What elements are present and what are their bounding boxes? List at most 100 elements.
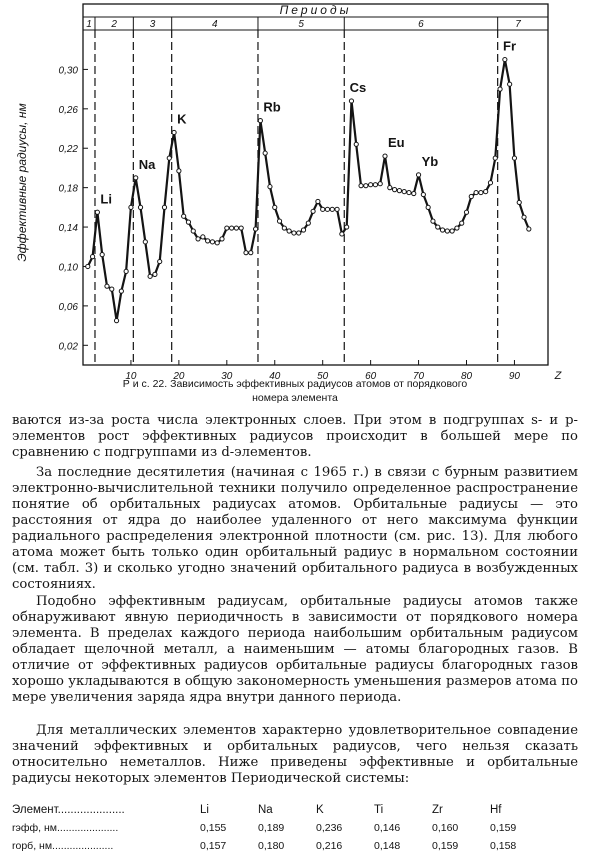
data-point bbox=[507, 81, 513, 87]
table-row-label: rэфф, нм..................... bbox=[12, 822, 119, 834]
data-point bbox=[420, 191, 426, 198]
plot-frame bbox=[82, 3, 549, 366]
x-tick-label: 30 bbox=[221, 371, 233, 380]
element-label: Li bbox=[100, 191, 112, 206]
data-point bbox=[157, 258, 163, 265]
data-point bbox=[142, 239, 148, 245]
data-point bbox=[286, 228, 292, 234]
series-line-layer bbox=[86, 58, 530, 322]
x-tick-label: 80 bbox=[461, 371, 473, 380]
data-point bbox=[391, 187, 398, 193]
data-point bbox=[248, 250, 254, 256]
y-tick-label: 0,10 bbox=[59, 262, 79, 273]
data-point bbox=[137, 204, 144, 210]
data-point bbox=[324, 206, 331, 212]
data-point bbox=[483, 188, 489, 195]
table-cell: 0,157 bbox=[200, 840, 227, 852]
data-point bbox=[89, 254, 96, 260]
data-point bbox=[200, 234, 206, 240]
data-point bbox=[118, 288, 124, 294]
data-point bbox=[257, 118, 263, 124]
paragraph-3: Подобно эффективным радиусам, орбитальны… bbox=[12, 594, 578, 705]
data-point bbox=[185, 219, 192, 225]
data-point bbox=[300, 227, 307, 233]
chart-frame bbox=[82, 3, 549, 366]
data-point bbox=[401, 188, 407, 195]
caption-line-1: Р и с. 22. Зависимость эффективных радиу… bbox=[122, 378, 468, 390]
data-point bbox=[166, 155, 172, 161]
data-point bbox=[113, 318, 120, 324]
series-line bbox=[86, 58, 530, 322]
y-tick-label: 0,18 bbox=[59, 184, 79, 195]
y-tick-label: 0,22 bbox=[59, 144, 79, 155]
table-cell: 0,160 bbox=[432, 822, 459, 834]
table-header-cell: Na bbox=[258, 804, 273, 816]
period-band: Периоды 1 2 3 4 5 6 7 bbox=[86, 3, 521, 365]
data-point bbox=[492, 155, 498, 161]
element-label: Na bbox=[139, 157, 156, 172]
table-cell: 0,236 bbox=[316, 822, 343, 834]
data-point bbox=[252, 226, 259, 232]
data-point bbox=[439, 227, 446, 233]
caption-line-2: номера элемента bbox=[252, 392, 338, 404]
data-point bbox=[358, 183, 364, 189]
data-point bbox=[147, 273, 153, 279]
data-point bbox=[281, 225, 287, 231]
y-axis-label: Эффективные радиусы, нм bbox=[15, 103, 29, 261]
x-tick-label: 40 bbox=[269, 371, 281, 380]
table-cell: 0,180 bbox=[258, 840, 285, 852]
data-point bbox=[190, 228, 196, 234]
period-label: 3 bbox=[150, 19, 156, 30]
data-point bbox=[511, 155, 518, 161]
data-point bbox=[487, 180, 494, 186]
paragraph-2: За последние десятилетия (начиная с 1965… bbox=[12, 465, 578, 592]
table-header-cell: Ti bbox=[374, 804, 384, 816]
data-point bbox=[233, 225, 240, 231]
data-point bbox=[444, 228, 450, 234]
y-tick-label: 0,06 bbox=[59, 302, 79, 313]
x-tick-label: 10 bbox=[125, 371, 137, 380]
data-point bbox=[276, 218, 283, 224]
period-label: 6 bbox=[418, 19, 424, 30]
data-point bbox=[411, 190, 417, 197]
data-point bbox=[463, 209, 470, 215]
data-point bbox=[94, 209, 100, 215]
table-header-cell: K bbox=[316, 804, 324, 816]
data-point bbox=[387, 185, 393, 191]
element-label: Fr bbox=[503, 39, 516, 54]
data-point bbox=[243, 250, 249, 256]
data-point bbox=[123, 268, 129, 274]
data-point bbox=[176, 168, 182, 174]
data-point bbox=[109, 286, 115, 292]
periods-title: Периоды bbox=[280, 3, 352, 17]
data-point bbox=[344, 224, 350, 230]
data-point bbox=[459, 220, 465, 226]
period-label: 4 bbox=[212, 19, 218, 30]
table-row-label: rорб, нм..................... bbox=[12, 840, 114, 852]
data-point bbox=[310, 208, 316, 214]
element-annotations: Li Na K Rb Cs Eu Yb Fr bbox=[100, 39, 516, 207]
table-cell: 0,216 bbox=[316, 840, 343, 852]
radii-table: Элемент..................... Li Na K Ti … bbox=[12, 801, 578, 855]
table-cell: 0,146 bbox=[374, 822, 401, 834]
period-label: 5 bbox=[298, 19, 304, 30]
data-point bbox=[219, 236, 225, 242]
data-point bbox=[272, 204, 278, 210]
x-tick-label: 50 bbox=[317, 371, 329, 380]
data-point bbox=[315, 198, 321, 205]
data-point bbox=[229, 225, 235, 231]
data-point bbox=[348, 98, 355, 104]
data-point bbox=[214, 240, 220, 246]
data-point bbox=[435, 224, 441, 230]
data-point bbox=[516, 199, 522, 206]
table-cell: 0,148 bbox=[374, 840, 401, 852]
x-tick-label: 60 bbox=[365, 371, 377, 380]
x-tick-label: 20 bbox=[172, 371, 185, 380]
data-point bbox=[329, 206, 335, 212]
period-label: 7 bbox=[515, 19, 521, 30]
data-point bbox=[209, 239, 216, 245]
data-point bbox=[363, 183, 369, 189]
data-point bbox=[291, 230, 297, 236]
data-point bbox=[99, 252, 105, 258]
